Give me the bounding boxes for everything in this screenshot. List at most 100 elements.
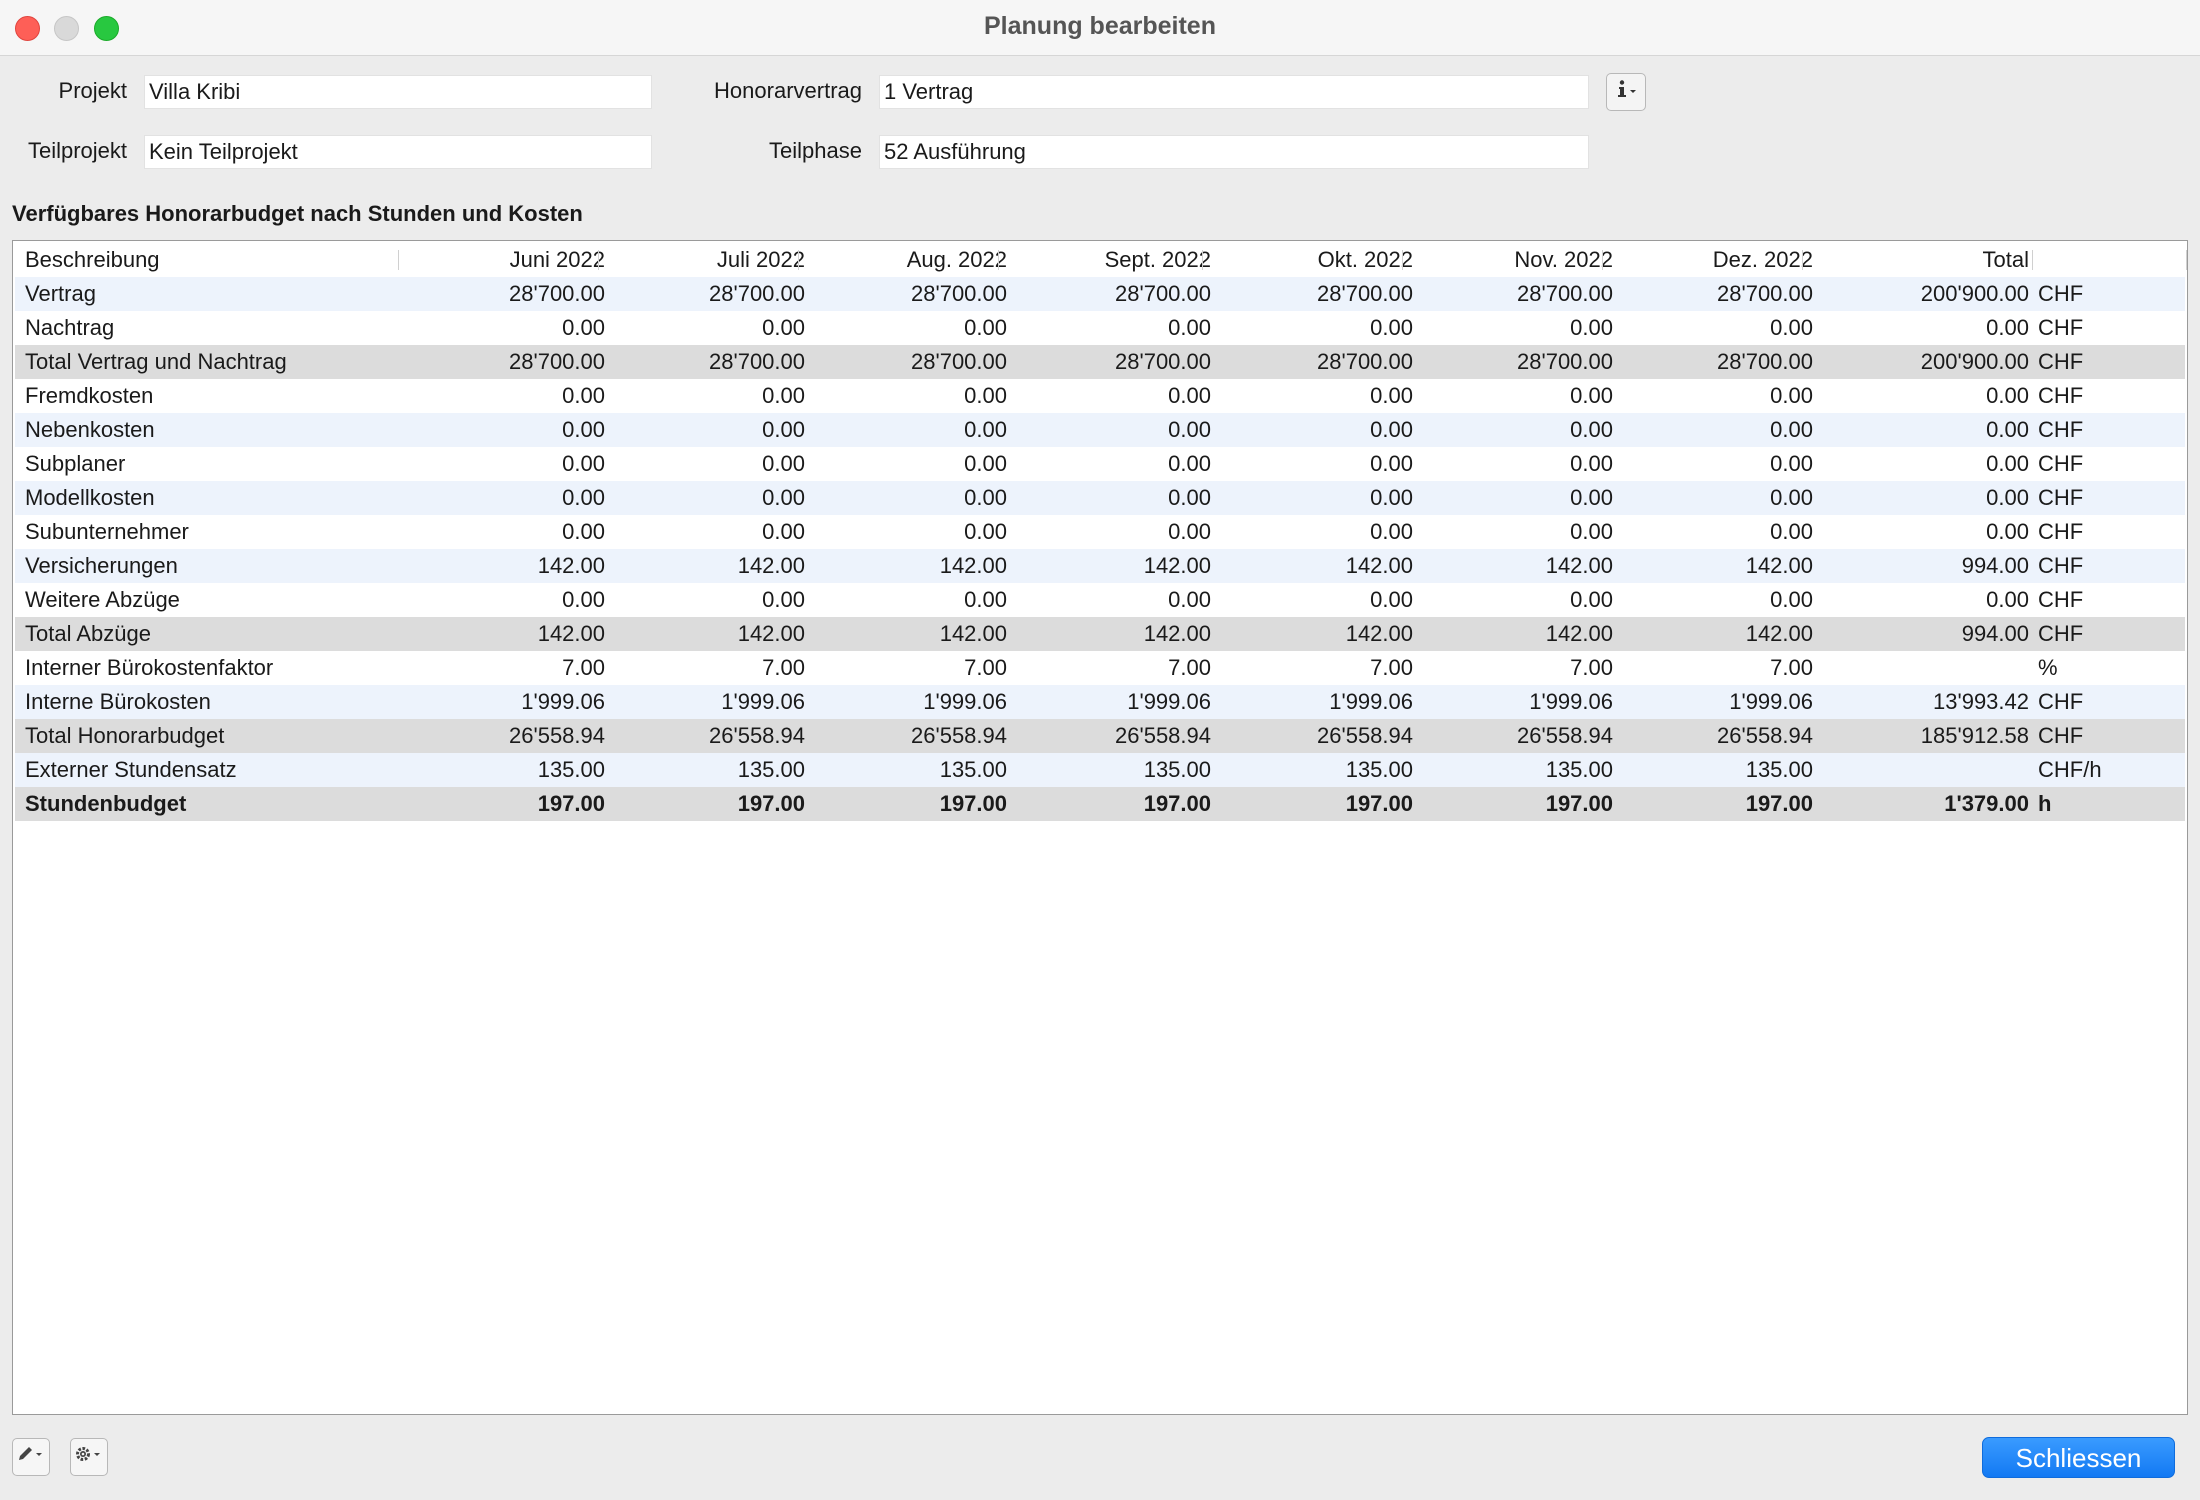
header-separator[interactable] [598, 250, 599, 270]
row-label: Stundenbudget [25, 791, 187, 816]
header-einheit[interactable] [2038, 243, 2178, 277]
cell-total: 0.00 [1986, 417, 2029, 442]
header-dez-2022[interactable]: Dez. 2022 [1712, 247, 1813, 272]
cell-nov-2022: 26'558.94 [1517, 723, 1613, 748]
cell-total [1825, 753, 2029, 787]
cell-juli-2022: 197.00 [737, 791, 805, 816]
cell-unit: CHF [2038, 349, 2084, 374]
table-row[interactable]: Vertrag 28'700.00 28'700.00 28'700.00 28'700… [15, 277, 2185, 311]
header-separator[interactable] [2032, 250, 2033, 270]
cell-sept-2022: 0.00 [1168, 485, 1211, 510]
cell-unit: CHF [2038, 519, 2084, 544]
cell-dez-2022: 28'700.00 [1717, 349, 1813, 374]
teilphase-field[interactable]: 52 Ausführung [879, 135, 1589, 169]
cell-total: 0.00 [1986, 519, 2029, 544]
settings-menu-button[interactable] [70, 1438, 108, 1476]
cell-okt-2022: 7.00 [1370, 655, 1413, 680]
honorarvertrag-label: Honorarvertrag [714, 78, 862, 103]
cell-juni-2022: 142.00 [537, 553, 605, 578]
table-row[interactable]: Interne Bürokosten 1'999.06 1'999.06 1'999.… [15, 685, 2185, 719]
cell-unit: CHF [2038, 689, 2084, 714]
cell-okt-2022: 0.00 [1370, 383, 1413, 408]
table-row[interactable]: Fremdkosten 0.00 0.00 0.00 0.00 0.00 0.00 0.00 0… [15, 379, 2185, 413]
header-separator[interactable] [1202, 250, 1203, 270]
cell-dez-2022: 0.00 [1770, 417, 1813, 442]
cell-juli-2022: 28'700.00 [709, 281, 805, 306]
table-row[interactable]: Weitere Abzüge 0.00 0.00 0.00 0.00 0.00 0.00 0.… [15, 583, 2185, 617]
cell-nov-2022: 28'700.00 [1517, 349, 1613, 374]
cell-aug-2022: 0.00 [964, 315, 1007, 340]
section-title: Verfügbares Honorarbudget nach Stunden u… [12, 201, 583, 226]
cell-juli-2022: 0.00 [762, 587, 805, 612]
header-separator[interactable] [1402, 250, 1403, 270]
table-row[interactable]: Stundenbudget 197.00 197.00 197.00 197.00 197… [15, 787, 2185, 821]
budget-table[interactable]: Beschreibung Juni 2022 Juli 2022 Aug. 2022 S… [12, 240, 2188, 1415]
cell-dez-2022: 0.00 [1770, 519, 1813, 544]
cell-juni-2022: 0.00 [562, 383, 605, 408]
zoom-window-button[interactable] [94, 16, 119, 41]
minimize-window-button[interactable] [54, 16, 79, 41]
close-window-button[interactable] [15, 16, 40, 41]
row-label: Vertrag [25, 281, 96, 306]
cell-juli-2022: 142.00 [737, 621, 805, 646]
table-row[interactable]: Total Vertrag und Nachtrag 28'700.00 28'70… [15, 345, 2185, 379]
schliessen-button[interactable]: Schliessen [1982, 1437, 2175, 1478]
info-menu-button[interactable] [1606, 73, 1646, 111]
header-separator[interactable] [398, 250, 399, 270]
cell-juli-2022: 0.00 [762, 417, 805, 442]
cell-juni-2022: 7.00 [562, 655, 605, 680]
cell-total: 0.00 [1986, 485, 2029, 510]
table-row[interactable]: Nachtrag 0.00 0.00 0.00 0.00 0.00 0.00 0.00 0.00… [15, 311, 2185, 345]
header-okt-2022[interactable]: Okt. 2022 [1317, 247, 1413, 272]
table-row[interactable]: Externer Stundensatz 135.00 135.00 135.00 13… [15, 753, 2185, 787]
header-separator[interactable] [1802, 250, 1803, 270]
header-sept-2022[interactable]: Sept. 2022 [1104, 247, 1211, 272]
gear-icon [74, 1444, 104, 1470]
cell-aug-2022: 0.00 [964, 417, 1007, 442]
header-separator[interactable] [1602, 250, 1603, 270]
cell-dez-2022: 1'999.06 [1729, 689, 1813, 714]
cell-total: 0.00 [1986, 451, 2029, 476]
table-row[interactable]: Modellkosten 0.00 0.00 0.00 0.00 0.00 0.00 0.00… [15, 481, 2185, 515]
cell-okt-2022: 0.00 [1370, 587, 1413, 612]
table-row[interactable]: Nebenkosten 0.00 0.00 0.00 0.00 0.00 0.00 0.00 0… [15, 413, 2185, 447]
cell-dez-2022: 142.00 [1745, 553, 1813, 578]
honorarvertrag-field[interactable]: 1 Vertrag [879, 75, 1589, 109]
row-label: Modellkosten [25, 485, 155, 510]
info-icon [1613, 79, 1639, 105]
teilprojekt-label: Teilprojekt [27, 138, 127, 163]
header-separator[interactable] [2186, 250, 2187, 270]
cell-sept-2022: 0.00 [1168, 417, 1211, 442]
cell-total: 185'912.58 [1920, 723, 2029, 748]
row-label: Total Honorarbudget [25, 723, 225, 748]
cell-okt-2022: 26'558.94 [1317, 723, 1413, 748]
table-row[interactable]: Total Honorarbudget 26'558.94 26'558.94 26'… [15, 719, 2185, 753]
header-nov-2022[interactable]: Nov. 2022 [1514, 247, 1613, 272]
projekt-field[interactable]: Villa Kribi [144, 75, 652, 109]
table-row[interactable]: Interner Bürokostenfaktor 7.00 7.00 7.00 7.0… [15, 651, 2185, 685]
cell-okt-2022: 197.00 [1345, 791, 1413, 816]
header-juli-2022[interactable]: Juli 2022 [716, 247, 805, 272]
table-row[interactable]: Versicherungen 142.00 142.00 142.00 142.00 14… [15, 549, 2185, 583]
cell-nov-2022: 28'700.00 [1517, 281, 1613, 306]
header-beschreibung[interactable]: Beschreibung [25, 247, 160, 272]
teilprojekt-field[interactable]: Kein Teilprojekt [144, 135, 652, 169]
header-total[interactable]: Total [1982, 247, 2029, 272]
cell-juli-2022: 7.00 [762, 655, 805, 680]
header-aug-2022[interactable]: Aug. 2022 [906, 247, 1007, 272]
table-row[interactable]: Subunternehmer 0.00 0.00 0.00 0.00 0.00 0.00 0.… [15, 515, 2185, 549]
cell-aug-2022: 7.00 [964, 655, 1007, 680]
cell-unit: CHF/h [2038, 757, 2102, 782]
header-separator[interactable] [998, 250, 999, 270]
table-row[interactable]: Total Abzüge 142.00 142.00 142.00 142.00 142.… [15, 617, 2185, 651]
row-label: Nachtrag [25, 315, 115, 340]
header-juni-2022[interactable]: Juni 2022 [509, 247, 605, 272]
cell-nov-2022: 0.00 [1570, 587, 1613, 612]
cell-sept-2022: 26'558.94 [1115, 723, 1211, 748]
edit-menu-button[interactable] [12, 1438, 50, 1476]
table-row[interactable]: Subplaner 0.00 0.00 0.00 0.00 0.00 0.00 0.00 0.0… [15, 447, 2185, 481]
header-separator[interactable] [798, 250, 799, 270]
cell-sept-2022: 0.00 [1168, 451, 1211, 476]
cell-juni-2022: 28'700.00 [509, 349, 605, 374]
cell-juli-2022: 142.00 [737, 553, 805, 578]
